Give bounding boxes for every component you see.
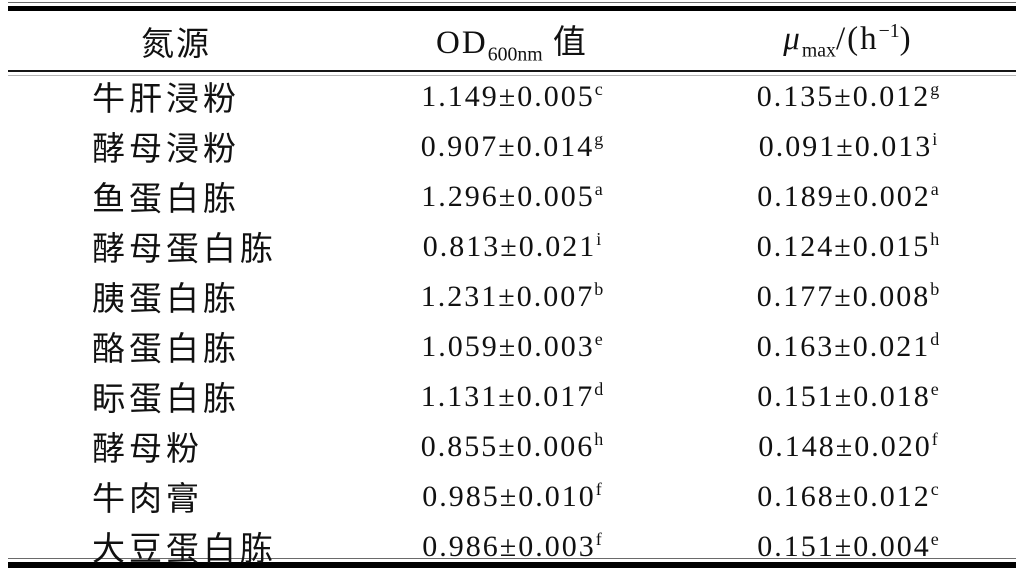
significance-letter: e <box>594 328 603 349</box>
value-text: 0.855±0.006 <box>420 429 595 463</box>
header-separator-rule <box>8 70 1016 72</box>
header-mu-max: μmax/(h−1) <box>783 19 913 62</box>
value-text: 1.149±0.005 <box>421 79 595 113</box>
table-row: 眎蛋白胨 1.131±0.017d 0.151±0.018e <box>8 371 1016 421</box>
nitrogen-source-cell: 牛肉膏 <box>92 482 203 518</box>
od-value-cell: 0.907±0.014g <box>344 121 680 171</box>
significance-letter: b <box>930 278 940 299</box>
nitrogen-source-cell: 牛肝浸粉 <box>92 82 240 118</box>
value-text: 0.148±0.020 <box>758 429 932 463</box>
mu-value-cell: 0.189±0.002a <box>680 171 1016 221</box>
nitrogen-source-cell: 酵母蛋白胨 <box>92 232 277 268</box>
value-text: 0.168±0.012 <box>757 479 931 513</box>
value-text: 0.985±0.010 <box>422 479 596 513</box>
bottom-rule-thick <box>8 562 1016 568</box>
nitrogen-source-cell: 胰蛋白胨 <box>92 282 240 318</box>
table-row: 酵母浸粉 0.907±0.014g 0.091±0.013i <box>8 121 1016 171</box>
header-nitrogen-source: 氮源 <box>8 11 344 71</box>
table-row: 牛肝浸粉 1.149±0.005c 0.135±0.012g <box>8 71 1016 121</box>
value-text: 1.231±0.007 <box>420 279 595 313</box>
nitrogen-source-cell: 酵母浸粉 <box>92 132 240 168</box>
od-value-cell: 1.296±0.005a <box>344 171 680 221</box>
significance-letter: e <box>930 528 939 549</box>
mu-value-cell: 0.148±0.020f <box>680 421 1016 471</box>
significance-letter: c <box>594 78 603 99</box>
mu-value-cell: 0.091±0.013i <box>680 121 1016 171</box>
significance-letter: a <box>594 178 603 199</box>
value-text: 1.131±0.017 <box>420 379 595 413</box>
significance-letter: i <box>932 128 938 149</box>
value-text: 0.813±0.021 <box>422 229 597 263</box>
bottom-rule-thin <box>8 558 1016 559</box>
significance-letter: c <box>930 478 939 499</box>
significance-letter: b <box>594 278 604 299</box>
top-rule-thin <box>8 2 1016 3</box>
value-text: 1.296±0.005 <box>421 179 595 213</box>
significance-letter: d <box>930 328 940 349</box>
header-row: 氮源 OD600nm 值 μmax/(h−1) <box>8 11 1016 71</box>
value-text: 0.177±0.008 <box>756 279 931 313</box>
mu-value-cell: 0.124±0.015h <box>680 221 1016 271</box>
nitrogen-source-cell: 鱼蛋白胨 <box>92 182 240 218</box>
mu-value-cell: 0.163±0.021d <box>680 321 1016 371</box>
value-text: 0.986±0.003 <box>422 529 596 563</box>
value-text: 0.091±0.013 <box>758 129 933 163</box>
significance-letter: f <box>595 528 602 549</box>
mu-value-cell: 0.151±0.004e <box>680 521 1016 571</box>
nitrogen-source-cell: 酵母粉 <box>92 432 203 468</box>
table-row: 胰蛋白胨 1.231±0.007b 0.177±0.008b <box>8 271 1016 321</box>
od-value-cell: 0.985±0.010f <box>344 471 680 521</box>
od-value-cell: 0.855±0.006h <box>344 421 680 471</box>
table-row: 酪蛋白胨 1.059±0.003e 0.163±0.021d <box>8 321 1016 371</box>
header-od600: OD600nm 值 <box>436 25 588 66</box>
significance-letter: g <box>930 78 940 99</box>
od-value-cell: 0.986±0.003f <box>344 521 680 571</box>
value-text: 1.059±0.003 <box>421 329 595 363</box>
nitrogen-source-cell: 大豆蛋白胨 <box>92 532 277 568</box>
nitrogen-source-cell: 酪蛋白胨 <box>92 332 240 368</box>
nitrogen-source-cell: 眎蛋白胨 <box>92 382 240 418</box>
value-text: 0.189±0.002 <box>757 179 931 213</box>
top-rule-thick <box>8 6 1016 11</box>
significance-letter: f <box>931 428 938 449</box>
significance-letter: d <box>594 378 604 399</box>
mu-value-cell: 0.168±0.012c <box>680 471 1016 521</box>
value-text: 0.907±0.014 <box>420 129 595 163</box>
value-text: 0.151±0.018 <box>757 379 931 413</box>
significance-letter: f <box>595 478 602 499</box>
significance-letter: g <box>594 128 604 149</box>
table-row: 酵母蛋白胨 0.813±0.021i 0.124±0.015h <box>8 221 1016 271</box>
header-nitrogen-source-label: 氮源 <box>140 27 211 63</box>
table-row: 牛肉膏 0.985±0.010f 0.168±0.012c <box>8 471 1016 521</box>
table-row: 鱼蛋白胨 1.296±0.005a 0.189±0.002a <box>8 171 1016 221</box>
od-value-cell: 1.231±0.007b <box>344 271 680 321</box>
significance-letter: e <box>930 378 939 399</box>
mu-value-cell: 0.151±0.018e <box>680 371 1016 421</box>
significance-letter: a <box>930 178 939 199</box>
significance-letter: h <box>930 228 940 249</box>
header-separator-ghost-rule <box>8 75 1016 76</box>
value-text: 0.124±0.015 <box>756 229 931 263</box>
significance-letter: i <box>596 228 602 249</box>
results-table: 氮源 OD600nm 值 μmax/(h−1) 牛肝浸粉 1.149±0.005c… <box>8 11 1016 571</box>
od-value-cell: 1.059±0.003e <box>344 321 680 371</box>
value-text: 0.163±0.021 <box>756 329 931 363</box>
value-text: 0.135±0.012 <box>756 79 931 113</box>
significance-letter: h <box>594 428 604 449</box>
od-value-cell: 1.131±0.017d <box>344 371 680 421</box>
table-body: 牛肝浸粉 1.149±0.005c 0.135±0.012g 酵母浸粉 0.907±0.… <box>8 71 1016 571</box>
table-row: 大豆蛋白胨 0.986±0.003f 0.151±0.004e <box>8 521 1016 571</box>
mu-value-cell: 0.177±0.008b <box>680 271 1016 321</box>
od-value-cell: 1.149±0.005c <box>344 71 680 121</box>
value-text: 0.151±0.004 <box>757 529 931 563</box>
table-row: 酵母粉 0.855±0.006h 0.148±0.020f <box>8 421 1016 471</box>
mu-value-cell: 0.135±0.012g <box>680 71 1016 121</box>
od-value-cell: 0.813±0.021i <box>344 221 680 271</box>
